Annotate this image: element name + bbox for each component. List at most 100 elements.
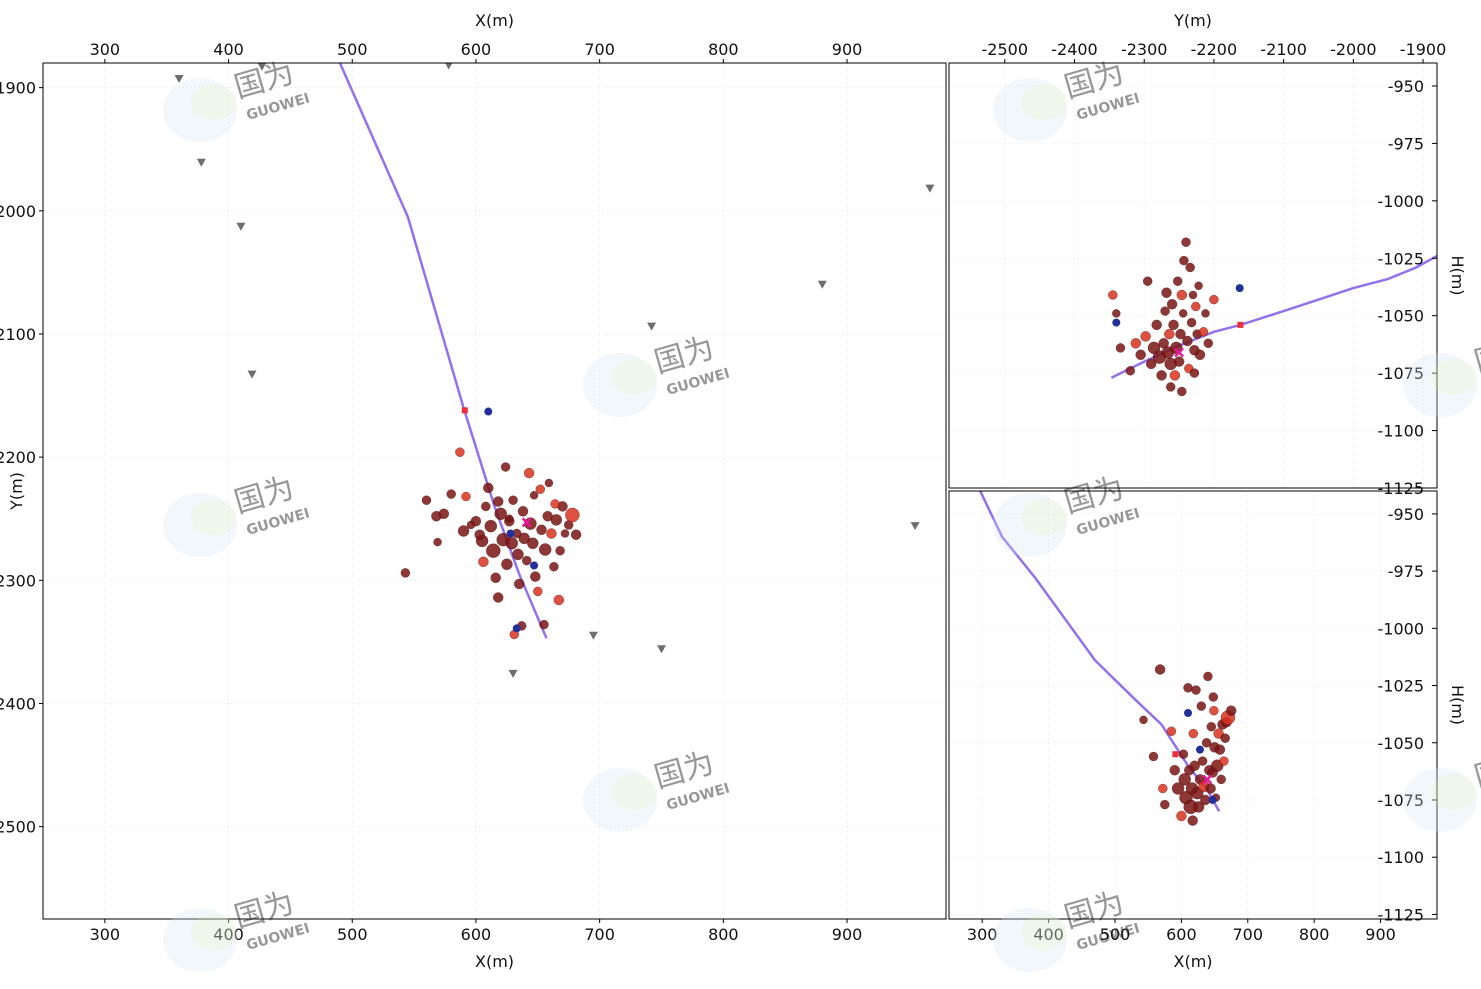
event-point	[494, 507, 507, 521]
event-point	[1168, 319, 1179, 331]
x-axis-title-top: X(m)	[475, 11, 514, 30]
event-point-blue	[1112, 318, 1121, 327]
event-point	[1172, 276, 1183, 286]
station-marker	[257, 63, 267, 71]
x-tick-label-top: 500	[337, 40, 368, 59]
y-tick-label: -1900	[0, 79, 36, 98]
event-point	[1169, 370, 1181, 381]
watermark-leaf	[611, 774, 657, 810]
watermark-globe	[163, 78, 237, 142]
event-point	[1196, 701, 1207, 711]
station-marker	[647, 322, 657, 331]
watermark-globe	[583, 768, 657, 832]
x-tick-label-bottom: 600	[461, 925, 492, 944]
perforation-marker	[1172, 751, 1179, 758]
event-point-blue	[1208, 795, 1217, 804]
event-point	[1169, 764, 1180, 776]
x-tick-label-top: 900	[832, 40, 863, 59]
target-marker	[521, 517, 532, 528]
event-point	[555, 545, 565, 556]
event-point	[1125, 366, 1136, 376]
x-tick-label-bottom: 500	[337, 925, 368, 944]
x-tick-label-top: 600	[461, 40, 492, 59]
y-tick-label: -1050	[1378, 307, 1425, 326]
event-point	[1179, 255, 1189, 266]
x-tick-label-top: 700	[584, 40, 615, 59]
y-tick-label: -2200	[0, 448, 36, 467]
event-point	[461, 491, 471, 502]
x-tick-label-top: 400	[213, 40, 244, 59]
event-point	[1178, 773, 1191, 786]
event-point	[1201, 738, 1212, 748]
y-tick-label: -2500	[0, 818, 36, 837]
event-point	[1197, 756, 1208, 766]
x-tick-label-top: 800	[708, 40, 739, 59]
event-point	[457, 525, 470, 537]
watermark-leaf	[1431, 359, 1477, 395]
y-axis-title: Y(m)	[7, 472, 26, 511]
x-tick-label-bottom: 900	[832, 925, 863, 944]
station-marker	[445, 63, 453, 70]
station-marker	[508, 669, 518, 678]
station-marker	[910, 522, 920, 531]
event-point	[1185, 262, 1195, 273]
x-tick-label-bottom: 800	[1299, 925, 1330, 944]
x-axis-title-top: Y(m)	[1173, 11, 1212, 30]
event-point	[553, 594, 565, 606]
event-point	[446, 489, 456, 499]
watermark-leaf	[1021, 84, 1067, 120]
watermark-leaf	[191, 84, 237, 120]
y-axis-title: H(m)	[1448, 255, 1467, 295]
target-marker	[1174, 347, 1184, 358]
plot-frame	[948, 490, 1438, 920]
event-point	[1225, 705, 1237, 716]
event-point	[535, 484, 546, 494]
event-point	[1198, 327, 1209, 337]
event-point	[521, 555, 532, 566]
event-point	[474, 529, 485, 540]
event-point	[500, 462, 511, 472]
x-tick-label-top: 300	[90, 40, 121, 59]
x-tick-label-top: -2300	[1121, 40, 1168, 59]
watermark-globe	[993, 493, 1067, 557]
watermark-cn-text: 国为	[1471, 746, 1481, 796]
y-tick-label: -1000	[1378, 619, 1425, 638]
y-tick-label: -950	[1388, 505, 1424, 524]
event-point	[484, 519, 498, 533]
event-point	[483, 482, 494, 494]
station-marker	[174, 75, 184, 84]
event-point	[544, 478, 554, 488]
event-point	[533, 586, 543, 597]
event-point	[1112, 309, 1121, 318]
event-point	[1130, 338, 1142, 349]
station-marker	[656, 645, 666, 654]
event-point	[1189, 760, 1200, 771]
event-point	[1156, 370, 1167, 381]
event-point	[1186, 317, 1197, 328]
event-point	[512, 548, 524, 561]
event-point	[1209, 294, 1219, 305]
event-point	[478, 556, 489, 568]
plot-area	[949, 491, 1437, 919]
x-tick-label-bottom: 600	[1166, 925, 1197, 944]
station-marker	[925, 184, 935, 193]
event-point	[492, 496, 504, 507]
event-point	[1191, 301, 1201, 312]
y-tick-label: -1125	[1378, 905, 1425, 924]
event-point	[501, 558, 513, 571]
event-point	[1181, 237, 1191, 247]
x-tick-label-bottom: 900	[1365, 925, 1396, 944]
x-tick-label-bottom: 400	[213, 925, 244, 944]
event-point	[538, 543, 552, 556]
plot-frame	[42, 62, 947, 920]
y-tick-label: -1100	[1378, 422, 1425, 441]
event-point	[1158, 783, 1168, 794]
event-point	[1216, 774, 1226, 785]
station-marker	[247, 370, 257, 379]
event-point	[536, 524, 547, 536]
event-point	[1175, 328, 1186, 340]
x-tick-label-top: -2000	[1330, 40, 1377, 59]
event-point	[1187, 815, 1198, 826]
plot-frame	[948, 62, 1438, 489]
